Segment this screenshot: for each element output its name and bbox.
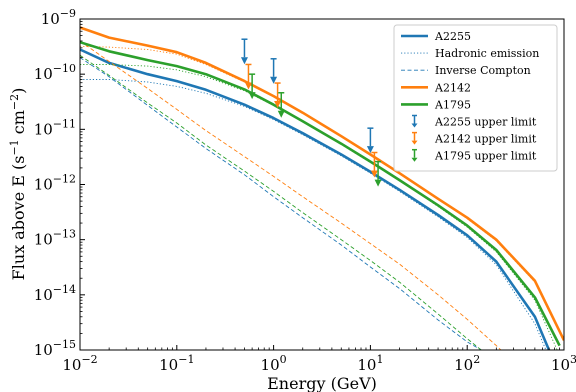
upper-limit-a2255 — [270, 58, 278, 84]
series-line-a2255-inverse-compton — [80, 57, 483, 350]
y-tick-label: 10−10 — [34, 62, 76, 83]
legend-label: Inverse Compton — [435, 64, 531, 77]
upper-limit-a2255 — [240, 38, 248, 65]
y-tick-label: 10−13 — [34, 228, 76, 249]
legend-label: A2255 — [434, 30, 471, 43]
upper-limits-layer — [240, 38, 382, 187]
y-axis-label-main: Flux above E (s — [9, 156, 28, 281]
x-tick-label: 100 — [261, 353, 287, 374]
y-tick-label: 10−9 — [41, 7, 76, 28]
legend-label: A1795 upper limit — [434, 150, 537, 163]
x-axis-label: Energy (GeV) — [267, 374, 377, 392]
legend-item: A1795 — [401, 98, 471, 111]
y-axis-label-exp2: −2 — [8, 94, 21, 110]
legend-item: A2142 upper limit — [411, 131, 537, 146]
y-axis-label: Flux above E (s−1 cm−2) — [8, 88, 28, 281]
y-axis-label-mid: cm — [9, 110, 28, 139]
legend-item: Hadronic emission — [401, 47, 539, 60]
legend-label: A2255 upper limit — [434, 116, 537, 129]
x-tick-label: 101 — [357, 353, 383, 374]
series-line-a1795-inverse-compton — [80, 54, 482, 350]
series-layer — [80, 26, 564, 350]
y-tick-label: 10−14 — [34, 283, 76, 304]
legend-item: A1795 upper limit — [411, 148, 537, 163]
legend: A2255 Hadronic emission Inverse Compton A21… — [393, 24, 558, 172]
x-tick-label: 10−1 — [159, 353, 194, 374]
upper-limit-a2142 — [370, 151, 378, 178]
y-tick-label: 10−11 — [34, 117, 76, 138]
upper-limit-a2255 — [366, 127, 374, 154]
legend-item: A2142 — [401, 81, 471, 94]
upper-limit-a1795 — [374, 160, 382, 187]
y-tick-label: 10−12 — [34, 173, 76, 194]
series-line-a2142-total — [80, 26, 564, 341]
upper-limit-a1795 — [277, 92, 285, 118]
series-line-a1795-hadronic — [80, 64, 558, 350]
series-line-a2255-total — [80, 48, 551, 350]
legend-item: A2255 — [401, 30, 471, 43]
x-tick-label: 102 — [454, 353, 480, 374]
legend-label: Hadronic emission — [435, 47, 539, 60]
x-tick-label: 10−2 — [62, 353, 97, 374]
upper-limit-a1795 — [248, 73, 256, 100]
legend-label: A1795 — [434, 98, 471, 111]
y-tick-label: 10−15 — [34, 338, 76, 359]
legend-box — [393, 24, 558, 172]
series-line-a2142-inverse-compton — [80, 40, 502, 350]
upper-limit-a2142 — [274, 82, 282, 109]
y-axis-label-end: ) — [9, 88, 28, 94]
legend-item: A2255 upper limit — [411, 114, 537, 129]
legend-label: A2142 upper limit — [434, 133, 537, 146]
x-tick-label: 103 — [551, 353, 576, 374]
ticks-layer: 10−2 10−1 100 101 102 103 10−15 10−14 10−13 10−12… — [34, 7, 576, 374]
upper-limit-a2142 — [244, 63, 252, 90]
legend-item: Inverse Compton — [401, 64, 531, 77]
legend-label: A2142 — [434, 81, 471, 94]
y-axis-label-exp1: −1 — [8, 139, 21, 155]
